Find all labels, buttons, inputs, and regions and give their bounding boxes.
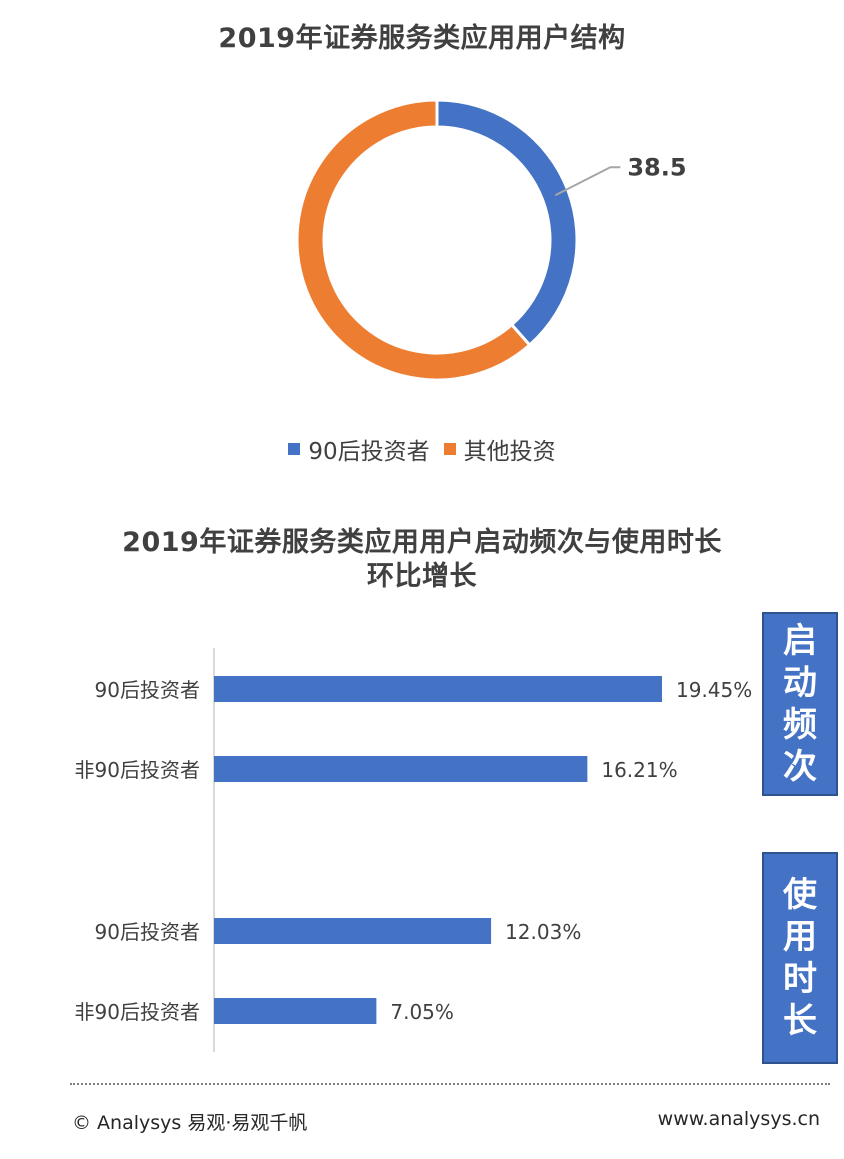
legend-label-90s: 90后投资者	[308, 439, 430, 465]
launch-frequency-char: 动	[783, 663, 817, 703]
donut-leader-line	[554, 166, 621, 197]
usage-duration-char: 时	[783, 959, 817, 999]
legend-swatch-other	[443, 443, 456, 455]
bar-chart-title: 2019年证券服务类应用用户启动频次与使用时长 环比增长	[0, 526, 844, 594]
legend-item-90s: 90后投资者	[288, 432, 430, 466]
launch-frequency-char: 频	[783, 705, 817, 745]
bar	[214, 756, 588, 782]
donut-slice	[295, 98, 532, 382]
bar	[214, 998, 377, 1024]
donut-chart-title: 2019年证券服务类应用用户结构	[218, 23, 626, 54]
legend-swatch-90s	[288, 443, 301, 455]
bar-category-label: 非90后投资者	[75, 758, 200, 782]
bar-category-label: 90后投资者	[95, 678, 200, 702]
donut-chart: 38.5	[295, 98, 687, 382]
usage-duration-char: 用	[783, 917, 817, 957]
usage-duration-char: 使	[783, 875, 817, 915]
donut-slice	[435, 98, 579, 348]
bar	[214, 918, 492, 944]
bar-chart: 90后投资者 19.45% 非90后投资者 16.21% 90后投资者 12.03% 非90…	[75, 648, 752, 1052]
footer-copyright: © Analysys 易观·易观千帆	[72, 1112, 308, 1134]
donut-legend: 90后投资者 其他投资	[0, 432, 844, 466]
bar-chart-title-line2: 环比增长	[367, 561, 477, 592]
footer-website: www.analysys.cn	[657, 1108, 820, 1130]
usage-duration-char: 长	[783, 1001, 817, 1041]
launch-frequency-char: 启	[783, 621, 817, 661]
launch-frequency-label-box: 启 动 频 次	[762, 612, 838, 796]
legend-item-other: 其他投资	[443, 432, 556, 466]
usage-duration-label-box: 使 用 时 长	[762, 852, 838, 1064]
bar-category-label: 非90后投资者	[75, 1000, 200, 1024]
bar-value-label: 19.45%	[676, 678, 752, 702]
donut-data-label: 38.5	[627, 153, 686, 181]
footer-divider	[70, 1083, 830, 1085]
bar-chart-title-line1: 2019年证券服务类应用用户启动频次与使用时长	[122, 527, 722, 558]
launch-frequency-char: 次	[783, 747, 817, 787]
bar-category-label: 90后投资者	[95, 920, 200, 944]
bar-value-label: 12.03%	[505, 920, 581, 944]
bar	[214, 676, 662, 702]
legend-label-other: 其他投资	[463, 439, 556, 465]
bar-value-label: 16.21%	[601, 758, 677, 782]
bar-value-label: 7.05%	[390, 1000, 454, 1024]
